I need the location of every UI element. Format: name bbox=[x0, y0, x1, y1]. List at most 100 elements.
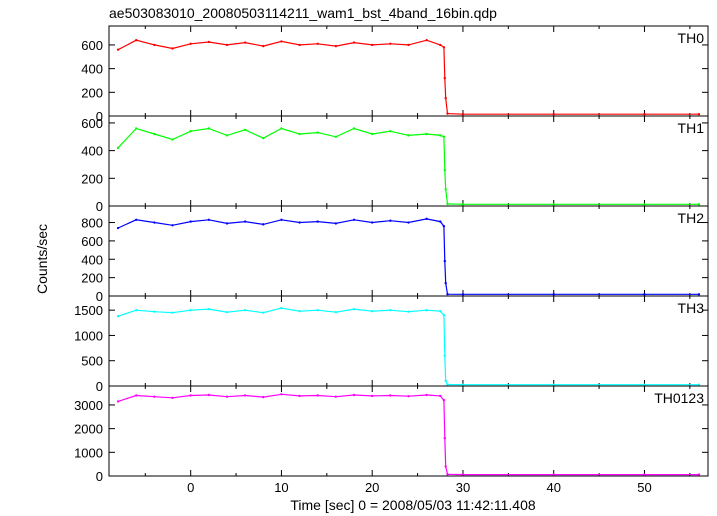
data-point bbox=[262, 136, 265, 140]
data-point bbox=[697, 113, 701, 116]
data-point bbox=[389, 394, 392, 397]
data-point bbox=[207, 127, 211, 130]
data-point bbox=[425, 393, 428, 397]
data-point bbox=[153, 43, 156, 47]
data-point bbox=[207, 393, 211, 397]
data-point bbox=[280, 218, 283, 221]
data-point bbox=[207, 218, 211, 221]
data-point bbox=[352, 127, 356, 130]
data-point bbox=[442, 46, 446, 49]
data-point bbox=[135, 218, 138, 221]
data-point bbox=[334, 310, 338, 314]
data-point bbox=[153, 395, 156, 398]
data-point bbox=[153, 221, 156, 224]
panel-label: TH1 bbox=[678, 120, 705, 136]
data-point bbox=[442, 314, 446, 317]
data-point bbox=[262, 44, 265, 48]
x-tick-label: 30 bbox=[456, 480, 470, 495]
data-point bbox=[643, 473, 646, 476]
data-point bbox=[444, 379, 447, 383]
data-point bbox=[461, 383, 465, 386]
data-point bbox=[135, 394, 138, 397]
data-point bbox=[370, 221, 374, 224]
data-point bbox=[171, 396, 174, 400]
data-point bbox=[116, 146, 120, 150]
data-point bbox=[189, 394, 192, 397]
y-tick-label: 500 bbox=[81, 354, 103, 369]
data-point bbox=[439, 394, 442, 398]
data-point bbox=[298, 309, 301, 313]
data-point bbox=[407, 221, 410, 224]
y-tick-label: 1000 bbox=[74, 328, 103, 343]
data-point bbox=[370, 43, 374, 47]
data-point bbox=[697, 293, 701, 296]
data-point bbox=[643, 293, 646, 296]
data-point bbox=[153, 310, 156, 313]
data-point bbox=[334, 44, 338, 48]
data-point bbox=[207, 307, 211, 311]
data-point bbox=[425, 217, 428, 221]
data-point bbox=[389, 42, 392, 45]
data-point bbox=[243, 308, 247, 312]
data-point bbox=[316, 131, 319, 134]
y-tick-label: 400 bbox=[81, 62, 103, 77]
data-point bbox=[643, 203, 646, 206]
data-point bbox=[443, 354, 447, 357]
data-point bbox=[443, 259, 447, 263]
data-point bbox=[697, 383, 701, 386]
series-line-th2 bbox=[117, 218, 699, 295]
data-point bbox=[425, 39, 428, 42]
y-tick-label: 200 bbox=[81, 271, 103, 286]
data-point bbox=[439, 309, 442, 313]
data-point bbox=[116, 400, 120, 403]
data-point bbox=[334, 135, 338, 138]
panel-frame bbox=[108, 385, 709, 477]
panel-th3: 0 500 1000 1500 TH3 bbox=[74, 295, 709, 394]
y-tick-label: 3000 bbox=[74, 398, 103, 413]
data-point bbox=[171, 224, 174, 227]
panel-frame bbox=[108, 25, 709, 117]
data-point bbox=[370, 132, 374, 136]
data-point bbox=[262, 395, 265, 399]
data-point bbox=[280, 306, 283, 310]
y-tick-label: 400 bbox=[81, 252, 103, 267]
data-point bbox=[280, 127, 283, 130]
data-point bbox=[446, 473, 449, 476]
data-point bbox=[461, 473, 465, 476]
y-tick-label: 0 bbox=[96, 289, 103, 304]
panel-label: TH2 bbox=[678, 210, 705, 226]
data-point bbox=[262, 311, 265, 314]
y-tick-label: 600 bbox=[81, 116, 103, 131]
data-point bbox=[225, 43, 229, 47]
data-point bbox=[552, 203, 555, 206]
panel-th2: 0 200 400 600 800 TH2 bbox=[81, 205, 709, 304]
data-point bbox=[135, 127, 138, 130]
data-point bbox=[171, 311, 174, 314]
data-point bbox=[298, 221, 301, 224]
x-tick-label: 10 bbox=[274, 480, 288, 495]
data-point bbox=[298, 394, 301, 398]
data-point bbox=[298, 132, 301, 136]
data-point bbox=[446, 292, 449, 296]
data-point bbox=[407, 394, 410, 398]
data-point bbox=[243, 128, 247, 132]
data-point bbox=[116, 226, 120, 230]
data-point bbox=[370, 309, 374, 313]
data-point bbox=[316, 394, 319, 397]
series-line-th1 bbox=[117, 127, 699, 205]
data-point bbox=[697, 203, 701, 206]
chart-title: ae503083010_20080503114211_wam1_bst_4ban… bbox=[109, 5, 497, 21]
data-point bbox=[425, 132, 428, 136]
y-axis-label: Counts/sec bbox=[34, 224, 50, 294]
data-point bbox=[189, 130, 192, 133]
y-tick-label: 600 bbox=[81, 234, 103, 249]
data-point bbox=[439, 220, 442, 223]
data-point bbox=[225, 134, 229, 137]
data-point bbox=[352, 393, 356, 397]
data-point bbox=[189, 308, 192, 312]
y-tick-label: 400 bbox=[81, 144, 103, 159]
data-point bbox=[407, 134, 410, 137]
data-point bbox=[298, 43, 301, 47]
x-tick-label: 40 bbox=[546, 480, 560, 495]
